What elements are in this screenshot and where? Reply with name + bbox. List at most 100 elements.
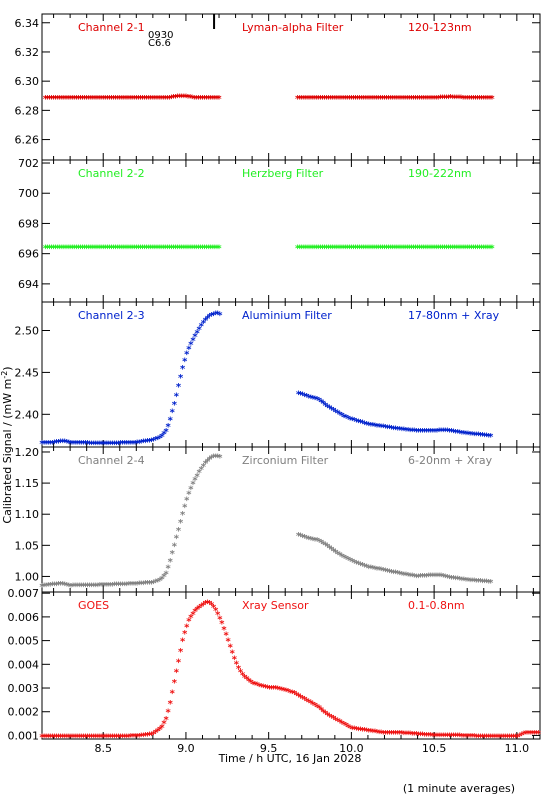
data-point: * bbox=[176, 657, 182, 668]
data-point: * bbox=[336, 244, 342, 255]
data-point: * bbox=[445, 573, 451, 584]
data-point: * bbox=[353, 94, 359, 105]
data-point: * bbox=[207, 312, 213, 323]
data-point: * bbox=[194, 244, 200, 255]
data-point: * bbox=[172, 541, 178, 552]
data-point: * bbox=[482, 577, 488, 588]
data-point: * bbox=[399, 570, 405, 581]
data-point: * bbox=[420, 572, 426, 583]
data-point: * bbox=[161, 719, 167, 730]
data-point: * bbox=[444, 244, 450, 255]
data-point: * bbox=[297, 244, 303, 255]
data-point: * bbox=[46, 733, 52, 744]
data-point: * bbox=[391, 729, 397, 740]
data-point: * bbox=[459, 575, 465, 586]
data-point: * bbox=[271, 684, 277, 695]
data-point: * bbox=[62, 581, 68, 592]
filter-label: Aluminium Filter bbox=[242, 309, 332, 322]
data-point: * bbox=[50, 581, 56, 592]
y-tick-label: 1.15 bbox=[15, 477, 40, 490]
data-point: * bbox=[343, 721, 349, 732]
data-point: * bbox=[320, 94, 326, 105]
data-point: * bbox=[112, 732, 118, 743]
data-point: * bbox=[321, 707, 327, 718]
data-point: * bbox=[347, 244, 353, 255]
data-point: * bbox=[351, 244, 357, 255]
data-point: * bbox=[444, 93, 450, 104]
data-point: * bbox=[97, 581, 103, 592]
data-point: * bbox=[354, 725, 360, 736]
data-point: * bbox=[446, 93, 452, 104]
data-point: * bbox=[153, 578, 159, 589]
data-point: * bbox=[48, 439, 54, 450]
data-point: * bbox=[387, 424, 393, 435]
data-point: * bbox=[376, 565, 382, 576]
data-point: * bbox=[58, 580, 64, 591]
data-point: * bbox=[383, 729, 389, 740]
data-point: * bbox=[64, 438, 70, 449]
data-point: * bbox=[372, 564, 378, 575]
data-point: * bbox=[317, 396, 323, 407]
data-point: * bbox=[150, 94, 156, 105]
data-point: * bbox=[400, 244, 406, 255]
data-point: * bbox=[144, 244, 150, 255]
data-point: * bbox=[477, 94, 483, 105]
data-point: * bbox=[422, 427, 428, 438]
data-point: * bbox=[57, 94, 63, 105]
data-point: * bbox=[103, 244, 109, 255]
data-point: * bbox=[424, 572, 430, 583]
data-point: * bbox=[217, 615, 223, 626]
data-point: * bbox=[467, 430, 473, 441]
data-point: * bbox=[482, 733, 488, 744]
data-point: * bbox=[179, 92, 185, 103]
data-point: * bbox=[410, 730, 416, 741]
data-point: * bbox=[317, 537, 323, 548]
data-point: * bbox=[66, 439, 72, 450]
data-point: * bbox=[409, 244, 415, 255]
data-point: * bbox=[137, 580, 143, 591]
data-point: * bbox=[178, 373, 184, 384]
data-point: * bbox=[202, 94, 208, 105]
channel-label: Channel 2-3 bbox=[78, 309, 145, 322]
data-point: * bbox=[445, 731, 451, 742]
data-point: * bbox=[45, 244, 51, 255]
data-point: * bbox=[261, 682, 267, 693]
data-point: * bbox=[41, 733, 47, 744]
data-point: * bbox=[298, 532, 304, 543]
data-point: * bbox=[403, 94, 409, 105]
data-point: * bbox=[372, 244, 378, 255]
data-point: * bbox=[184, 350, 190, 361]
x-axis-label: Time / h UTC, 16 Jan 2028 bbox=[218, 752, 362, 765]
data-point: * bbox=[487, 94, 493, 105]
data-point: * bbox=[448, 93, 454, 104]
y-tick-label: 702 bbox=[18, 157, 39, 170]
data-point: * bbox=[82, 244, 88, 255]
data-point: * bbox=[155, 577, 161, 588]
data-point: * bbox=[469, 94, 475, 105]
data-point: * bbox=[48, 733, 54, 744]
data-point: * bbox=[306, 393, 312, 404]
data-point: * bbox=[169, 244, 175, 255]
data-point: * bbox=[167, 244, 173, 255]
data-point: * bbox=[399, 425, 405, 436]
band-label: 190-222nm bbox=[408, 167, 472, 180]
data-point: * bbox=[333, 548, 339, 559]
data-point: * bbox=[359, 94, 365, 105]
data-point: * bbox=[361, 244, 367, 255]
data-point: * bbox=[380, 244, 386, 255]
data-point: * bbox=[475, 244, 481, 255]
data-point: * bbox=[139, 732, 145, 743]
data-point: * bbox=[209, 600, 215, 611]
data-point: * bbox=[46, 439, 52, 450]
data-point: * bbox=[388, 244, 394, 255]
data-point: * bbox=[459, 429, 465, 440]
channel-label: GOES bbox=[78, 599, 109, 612]
data-point: * bbox=[252, 680, 258, 691]
data-point: * bbox=[397, 570, 403, 581]
data-point: * bbox=[126, 732, 132, 743]
data-point: * bbox=[323, 709, 329, 720]
data-point: * bbox=[105, 244, 111, 255]
x-tick-label: 9.5 bbox=[260, 742, 278, 755]
data-point: * bbox=[304, 392, 310, 403]
data-point: * bbox=[53, 244, 59, 255]
